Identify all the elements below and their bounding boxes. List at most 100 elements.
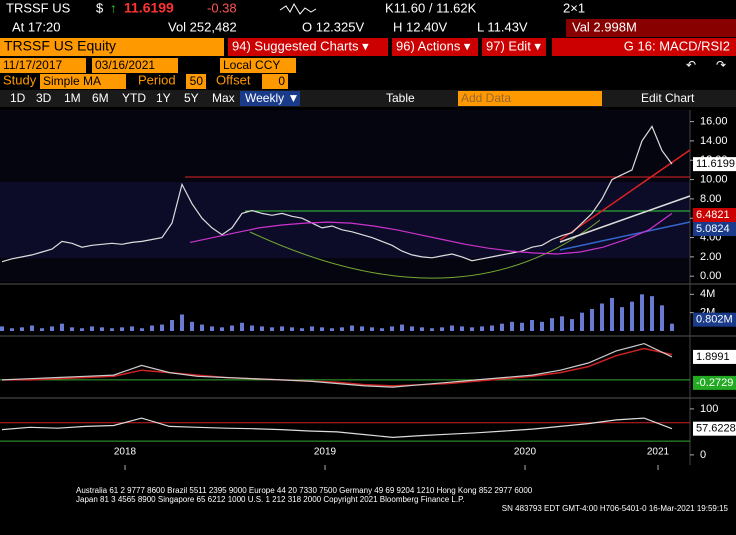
- volume-bar: [620, 307, 624, 331]
- volume-bar: [170, 320, 174, 331]
- sparkline: [279, 2, 317, 15]
- value-tag-label: 57.6228: [696, 423, 736, 435]
- volume-bar: [30, 325, 34, 331]
- volume-bar: [460, 326, 464, 331]
- period-button[interactable]: 5Y: [184, 91, 199, 105]
- footer-text: SN 483793 EDT GMT-4:00 H706-5401-0 16-Ma…: [502, 504, 729, 513]
- volume-bar: [570, 319, 574, 331]
- volume-bar: [440, 327, 444, 331]
- volume-bar: [210, 326, 214, 331]
- y-tick-label: 100: [700, 403, 718, 415]
- study-label: Study: [3, 72, 37, 87]
- volume-bar: [280, 326, 284, 331]
- redo[interactable]: ↷: [716, 58, 726, 72]
- value-tag-label: -0.2729: [696, 377, 733, 389]
- size: 2×1: [563, 0, 585, 15]
- volume-bar: [610, 298, 614, 331]
- chart-name-box: [552, 38, 736, 56]
- volume-bar: [50, 326, 54, 331]
- y-tick-label: 14.00: [700, 135, 728, 147]
- frequency: Weekly ▼: [245, 91, 299, 105]
- undo[interactable]: ↶: [686, 58, 696, 72]
- y-tick-label: 0: [700, 449, 706, 461]
- last-price: 11.6199: [124, 0, 174, 16]
- period-button[interactable]: 3D: [36, 91, 52, 105]
- volume: Vol 252,482: [168, 19, 237, 34]
- quote: K11.60 / 11.62K: [385, 0, 477, 15]
- trend-line: [559, 221, 691, 251]
- volume-bar: [480, 326, 484, 331]
- volume-bar: [380, 328, 384, 331]
- period-button[interactable]: 6M: [92, 91, 109, 105]
- offset-field[interactable]: [262, 74, 288, 89]
- period-field[interactable]: [186, 74, 206, 89]
- volume-bar: [130, 326, 134, 331]
- volume-bar: [420, 327, 424, 331]
- date-field[interactable]: [92, 58, 178, 73]
- value-tag-label: 11.6199: [696, 158, 735, 170]
- volume-bar: [260, 326, 264, 331]
- y-tick-label: 10.00: [700, 173, 728, 185]
- value: Val 2.998M: [572, 19, 637, 34]
- volume-bar: [350, 325, 354, 331]
- volume-bar: [560, 316, 564, 331]
- volume-bar: [490, 325, 494, 331]
- change: -0.38: [207, 0, 237, 15]
- volume-bar: [330, 328, 334, 331]
- volume-bar: [140, 328, 144, 331]
- high: H 12.40V: [393, 19, 448, 34]
- end-date: 03/16/2021: [95, 58, 155, 72]
- volume-bar: [340, 327, 344, 331]
- volume-bar: [110, 328, 114, 331]
- volume-bar: [80, 328, 84, 331]
- menu-button[interactable]: [228, 38, 388, 56]
- volume-bar: [670, 323, 674, 331]
- volume-bar: [240, 322, 244, 331]
- rsi-line: [1, 417, 673, 439]
- signal-line: [2, 347, 673, 387]
- volume-bar: [430, 328, 434, 331]
- volume-bar: [530, 320, 534, 331]
- currency: $: [96, 0, 104, 15]
- value-tag: [693, 349, 736, 364]
- value-tag: [693, 421, 736, 436]
- volume-bar: [310, 326, 314, 331]
- study-field[interactable]: [40, 74, 126, 89]
- y-tick-label: 4M: [700, 288, 715, 300]
- volume-bar: [540, 321, 544, 331]
- security-field[interactable]: [0, 38, 224, 56]
- menu-button[interactable]: [392, 38, 478, 56]
- volume-bar: [400, 324, 404, 331]
- trend-line: [559, 149, 691, 241]
- date-field[interactable]: [0, 58, 86, 73]
- chart-name: G 16: MACD/RSI2: [624, 38, 730, 53]
- add-data-field[interactable]: [458, 91, 602, 106]
- volume-bar: [630, 301, 634, 331]
- x-tick-label: 2019: [314, 447, 337, 458]
- period-button[interactable]: Max: [212, 91, 235, 105]
- period-button[interactable]: 1D: [10, 91, 26, 105]
- value-tag-label: 5.0824: [696, 223, 730, 235]
- value-tag: [693, 312, 736, 327]
- trend-line: [559, 195, 691, 243]
- period-button[interactable]: 1Y: [156, 91, 171, 105]
- ticker: TRSSF US: [6, 0, 71, 15]
- volume-bar: [290, 327, 294, 331]
- volume-bar: [60, 323, 64, 331]
- up-arrow: ↑: [110, 0, 117, 15]
- value-box: [566, 19, 736, 37]
- period-button[interactable]: YTD: [122, 91, 146, 105]
- volume-bar: [650, 296, 654, 331]
- offset-label: Offset: [216, 72, 251, 87]
- frequency-box[interactable]: [240, 91, 300, 106]
- edit-chart[interactable]: Edit Chart: [641, 91, 695, 105]
- volume-bar: [370, 327, 374, 331]
- value-tag: [693, 222, 736, 236]
- volume-bar: [220, 327, 224, 331]
- currency-field[interactable]: [220, 58, 296, 73]
- moving-average-line: [189, 212, 673, 255]
- period-button[interactable]: 1M: [64, 91, 81, 105]
- table-button[interactable]: Table: [386, 91, 415, 105]
- menu-button[interactable]: [482, 38, 546, 56]
